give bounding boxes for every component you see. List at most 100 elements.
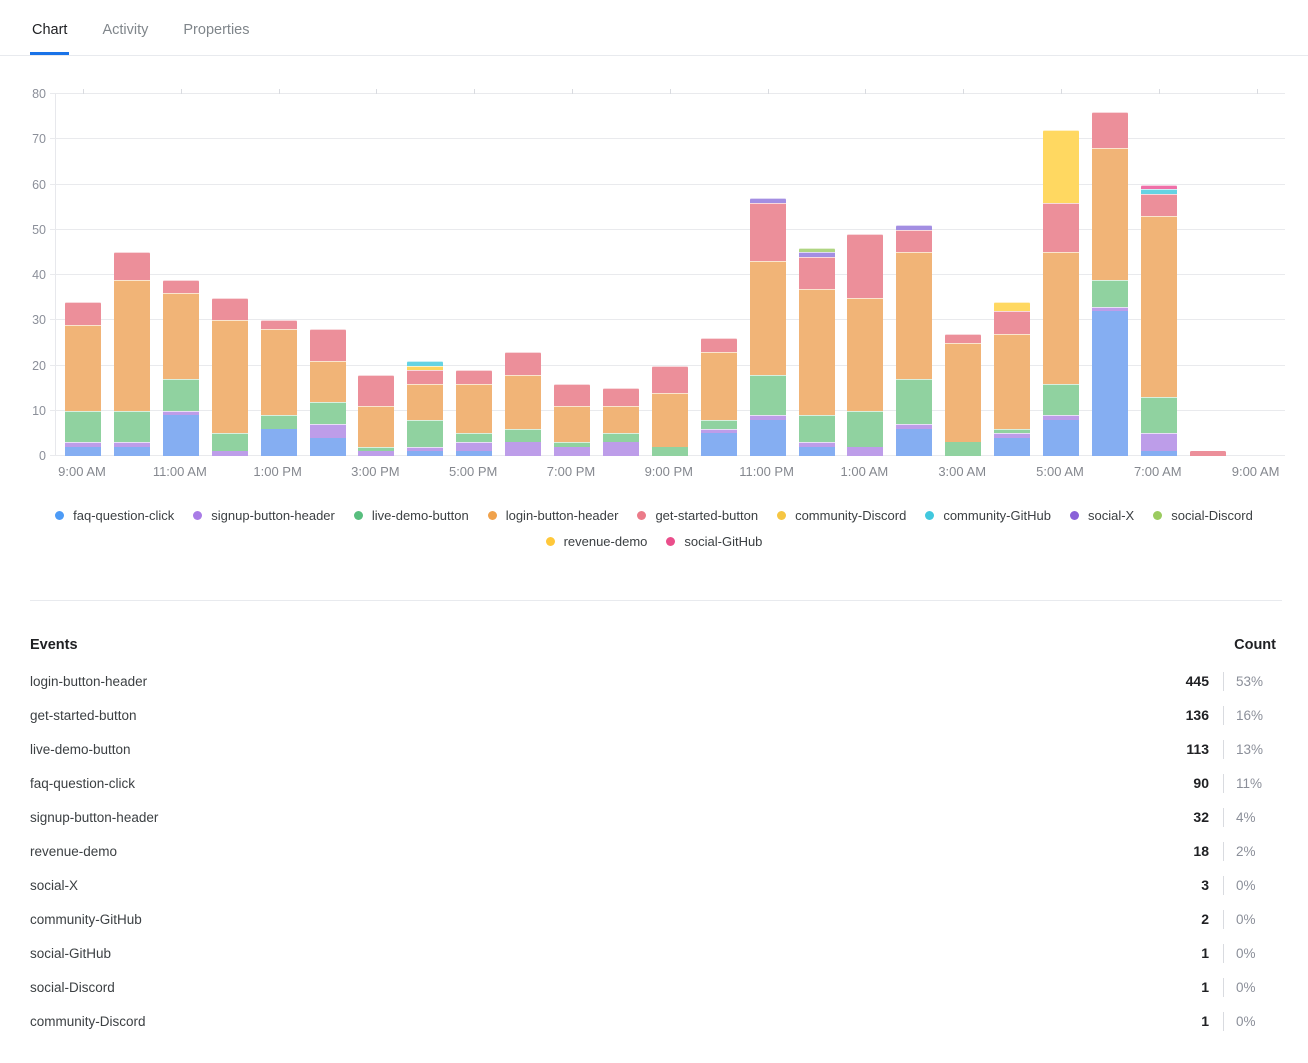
bar-segment-faq-question-click[interactable]	[700, 433, 737, 456]
bar-segment-login-button-header[interactable]	[994, 333, 1031, 429]
bar-segment-signup-button-header[interactable]	[896, 424, 933, 429]
bar-segment-login-button-header[interactable]	[700, 351, 737, 420]
bar-segment-live-demo-button[interactable]	[456, 433, 493, 443]
bar-segment-signup-button-header[interactable]	[700, 428, 737, 434]
bar-segment-faq-question-click[interactable]	[1140, 451, 1177, 456]
bar-segment-login-button-header[interactable]	[651, 392, 688, 447]
bar-segment-get-started-button[interactable]	[651, 365, 688, 393]
bar-segment-login-button-header[interactable]	[65, 324, 101, 411]
bar-segment-faq-question-click[interactable]	[113, 446, 150, 456]
bar-segment-live-demo-button[interactable]	[113, 410, 150, 443]
bar-segment-login-button-header[interactable]	[1140, 216, 1177, 398]
bar-segment-get-started-button[interactable]	[749, 202, 786, 262]
table-row-faq-question-click[interactable]: faq-question-click 90 11%	[30, 766, 1276, 800]
legend-item-revenue-demo[interactable]: revenue-demo	[545, 534, 647, 549]
bar-segment-get-started-button[interactable]	[1091, 112, 1128, 149]
bar-segment-login-button-header[interactable]	[1043, 252, 1079, 384]
bar-segment-signup-button-header[interactable]	[1043, 415, 1079, 420]
bar-segment-live-demo-button[interactable]	[309, 401, 346, 425]
bar-segment-login-button-header[interactable]	[260, 329, 297, 416]
bar-segment-faq-question-click[interactable]	[1043, 419, 1079, 456]
bar-segment-faq-question-click[interactable]	[456, 451, 493, 456]
bar-11:00 AM[interactable]	[162, 279, 199, 456]
bar-6:00 PM[interactable]	[505, 351, 542, 456]
bar-segment-get-started-button[interactable]	[847, 234, 884, 298]
bar-8:00 PM[interactable]	[602, 388, 639, 456]
bar-12:00 AM[interactable]	[798, 247, 835, 456]
bar-segment-login-button-header[interactable]	[113, 279, 150, 411]
bar-segment-get-started-button[interactable]	[1140, 193, 1177, 217]
bar-segment-faq-question-click[interactable]	[309, 437, 346, 456]
bar-segment-live-demo-button[interactable]	[749, 374, 786, 416]
legend-item-faq-question-click[interactable]: faq-question-click	[55, 508, 174, 523]
bar-segment-social-X[interactable]	[896, 225, 933, 230]
bar-segment-get-started-button[interactable]	[896, 229, 933, 253]
bar-segment-signup-button-header[interactable]	[162, 410, 199, 416]
table-row-login-button-header[interactable]: login-button-header 445 53%	[30, 664, 1276, 698]
bar-segment-login-button-header[interactable]	[554, 406, 590, 443]
bar-segment-signup-button-header[interactable]	[407, 446, 444, 452]
legend-item-social-GitHub[interactable]: social-GitHub	[666, 534, 762, 549]
bar-segment-get-started-button[interactable]	[798, 256, 835, 289]
bar-segment-get-started-button[interactable]	[260, 320, 297, 330]
bar-segment-faq-question-click[interactable]	[896, 428, 933, 456]
bar-2:00 AM[interactable]	[896, 225, 933, 456]
bar-segment-faq-question-click[interactable]	[798, 446, 835, 456]
bar-segment-live-demo-button[interactable]	[1140, 397, 1177, 434]
bar-6:00 AM[interactable]	[1091, 112, 1128, 456]
bar-segment-revenue-demo[interactable]	[1043, 130, 1079, 203]
bar-8:00 AM[interactable]	[1189, 451, 1226, 456]
bar-segment-revenue-demo[interactable]	[994, 302, 1031, 312]
bar-5:00 PM[interactable]	[456, 370, 493, 456]
bar-segment-signup-button-header[interactable]	[113, 442, 150, 447]
bar-segment-live-demo-button[interactable]	[358, 446, 395, 452]
bar-9:00 AM[interactable]	[65, 302, 101, 456]
table-row-revenue-demo[interactable]: revenue-demo 18 2%	[30, 834, 1276, 868]
bar-segment-faq-question-click[interactable]	[65, 446, 101, 456]
bar-segment-community-Discord[interactable]	[407, 365, 444, 371]
bar-segment-signup-button-header[interactable]	[994, 433, 1031, 438]
bar-segment-get-started-button[interactable]	[456, 370, 493, 384]
bar-segment-get-started-button[interactable]	[1043, 202, 1079, 253]
bar-segment-social-Discord[interactable]	[798, 247, 835, 253]
bar-segment-signup-button-header[interactable]	[602, 442, 639, 456]
table-row-social-X[interactable]: social-X 3 0%	[30, 868, 1276, 902]
legend-item-community-Discord[interactable]: community-Discord	[777, 508, 906, 523]
bar-segment-signup-button-header[interactable]	[211, 451, 248, 456]
bar-segment-get-started-button[interactable]	[65, 302, 101, 325]
bar-segment-live-demo-button[interactable]	[260, 415, 297, 429]
bar-segment-live-demo-button[interactable]	[211, 433, 248, 452]
legend-item-social-X[interactable]: social-X	[1069, 508, 1134, 523]
bar-segment-signup-button-header[interactable]	[65, 442, 101, 447]
bar-segment-live-demo-button[interactable]	[65, 410, 101, 443]
bar-3:00 PM[interactable]	[358, 374, 395, 456]
bar-segment-get-started-button[interactable]	[994, 311, 1031, 334]
bar-12:00 PM[interactable]	[211, 297, 248, 456]
bar-10:00 AM[interactable]	[113, 252, 150, 456]
bar-segment-live-demo-button[interactable]	[505, 428, 542, 443]
bar-segment-get-started-button[interactable]	[309, 329, 346, 361]
table-row-social-GitHub[interactable]: social-GitHub 1 0%	[30, 936, 1276, 970]
bar-segment-community-GitHub[interactable]	[407, 360, 444, 366]
tab-properties[interactable]: Properties	[181, 22, 251, 55]
bar-segment-live-demo-button[interactable]	[1043, 383, 1079, 416]
bar-segment-get-started-button[interactable]	[113, 252, 150, 280]
legend-item-live-demo-button[interactable]: live-demo-button	[353, 508, 469, 523]
bar-4:00 AM[interactable]	[994, 302, 1031, 456]
bar-segment-get-started-button[interactable]	[505, 351, 542, 375]
bar-segment-get-started-button[interactable]	[407, 370, 444, 384]
bar-segment-signup-button-header[interactable]	[1140, 433, 1177, 452]
bar-segment-login-button-header[interactable]	[847, 297, 884, 411]
bar-segment-login-button-header[interactable]	[798, 288, 835, 416]
bar-segment-live-demo-button[interactable]	[700, 419, 737, 429]
bar-segment-faq-question-click[interactable]	[260, 428, 297, 456]
bar-2:00 PM[interactable]	[309, 329, 346, 456]
bar-segment-get-started-button[interactable]	[700, 338, 737, 352]
tab-chart[interactable]: Chart	[30, 22, 70, 55]
bar-segment-signup-button-header[interactable]	[1091, 306, 1128, 312]
bar-7:00 AM[interactable]	[1140, 184, 1177, 456]
legend-item-get-started-button[interactable]: get-started-button	[637, 508, 758, 523]
bar-segment-signup-button-header[interactable]	[505, 442, 542, 456]
legend-item-social-Discord[interactable]: social-Discord	[1153, 508, 1253, 523]
bar-segment-signup-button-header[interactable]	[749, 415, 786, 420]
